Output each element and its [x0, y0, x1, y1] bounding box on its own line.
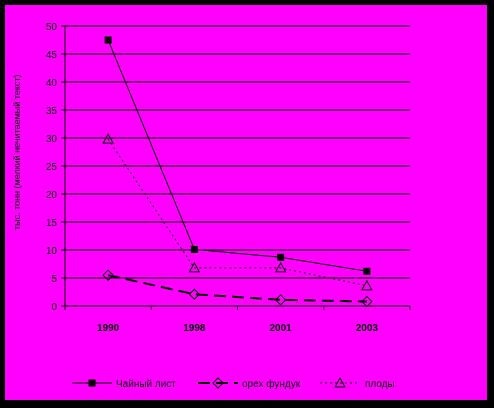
y-tick-label: 40	[46, 78, 58, 89]
y-tick-label: 50	[46, 22, 58, 33]
data-point-series-3	[274, 261, 287, 273]
y-tick-label: 20	[46, 190, 58, 201]
legend-label-1: Чайный лист	[116, 379, 176, 390]
legend-label-3: плоды	[365, 379, 395, 390]
data-point-series-2	[274, 294, 287, 306]
y-tick-label: 30	[46, 134, 58, 145]
data-point-series-1	[363, 267, 371, 275]
x-tick-label: 2003	[356, 323, 379, 334]
y-axis-label: тыс. тонн (мелкий нечитаемый текст)	[12, 75, 22, 231]
data-point-series-2	[361, 295, 373, 308]
legend-label-2: орех фундук	[242, 378, 301, 390]
data-point-series-3	[361, 279, 373, 291]
y-tick-label: 5	[51, 274, 57, 285]
legend-marker-1	[88, 379, 96, 387]
x-tick-label: 1990	[97, 323, 120, 334]
legend-marker-2	[212, 377, 224, 389]
y-tick-label: 35	[46, 106, 58, 117]
data-point-series-1	[190, 245, 198, 253]
series-line-3	[107, 138, 367, 287]
y-tick-label: 25	[46, 162, 58, 173]
y-tick-label: 10	[46, 246, 58, 257]
x-tick-label: 2001	[270, 323, 293, 334]
y-tick-label: 15	[46, 218, 58, 229]
data-point-series-1	[104, 36, 112, 44]
y-tick-label: 0	[51, 302, 57, 313]
series-line-1	[107, 39, 367, 272]
series-line-2	[107, 274, 367, 303]
data-point-series-1	[277, 253, 285, 261]
x-tick-label: 1998	[183, 323, 206, 334]
chart-panel	[5, 5, 487, 400]
legend-marker-3	[334, 376, 346, 388]
data-point-series-3	[102, 133, 114, 144]
data-point-series-2	[188, 288, 201, 300]
y-tick-label: 45	[46, 50, 58, 61]
data-point-series-2	[102, 269, 114, 281]
data-point-series-3	[188, 261, 201, 273]
